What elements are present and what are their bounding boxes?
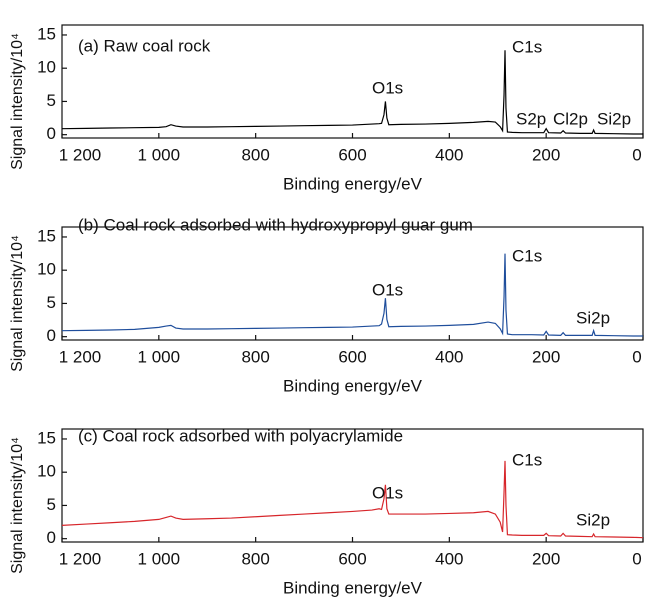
spectrum-line (61, 253, 643, 337)
peak-label: O1s (372, 280, 403, 299)
x-tick-label: 1 200 (59, 549, 102, 568)
x-tick-label: 200 (532, 145, 560, 164)
x-tick-label: 400 (435, 145, 463, 164)
y-tick-label: 15 (37, 24, 56, 43)
peak-label: O1s (372, 483, 403, 502)
y-tick-label: 0 (47, 528, 56, 547)
peak-label: Cl2p (553, 109, 588, 128)
x-tick-label: 600 (338, 549, 366, 568)
peak-label: S2p (516, 109, 546, 128)
x-tick-label: 800 (241, 145, 269, 164)
x-tick-label: 1 200 (59, 347, 102, 366)
spectrum-line (61, 460, 644, 539)
y-tick-label: 0 (47, 326, 56, 345)
y-tick-label: 5 (47, 91, 56, 110)
y-tick-label: 10 (37, 260, 56, 279)
y-tick-label: 15 (37, 226, 56, 245)
peak-label: Si2p (597, 109, 631, 128)
y-tick-label: 10 (37, 462, 56, 481)
x-tick-label: 400 (435, 549, 463, 568)
y-tick-label: 5 (47, 293, 56, 312)
x-tick-label: 200 (532, 347, 560, 366)
x-tick-label: 400 (435, 347, 463, 366)
peak-label: C1s (512, 246, 542, 265)
peak-label: O1s (372, 78, 403, 97)
x-tick-label: 800 (241, 549, 269, 568)
x-axis-label: Binding energy/eV (283, 376, 423, 395)
plot-frame (61, 226, 644, 341)
y-axis-label: Signal intensity/10⁴ (9, 235, 26, 372)
x-tick-label: 800 (241, 347, 269, 366)
x-tick-label: 1 000 (138, 145, 181, 164)
x-tick-label: 0 (632, 145, 641, 164)
panel-title: (b) Coal rock adsorbed with hydroxypropy… (78, 215, 473, 234)
y-tick-label: 5 (47, 495, 56, 514)
y-axis-label: Signal intensity/10⁴ (9, 437, 26, 574)
panel-title: (c) Coal rock adsorbed with polyacrylami… (78, 426, 403, 445)
x-tick-label: 600 (338, 145, 366, 164)
y-tick-label: 15 (37, 428, 56, 447)
y-tick-label: 10 (37, 58, 56, 77)
x-axis-label: Binding energy/eV (283, 578, 423, 597)
x-tick-label: 1 200 (59, 145, 102, 164)
x-tick-label: 0 (632, 347, 641, 366)
y-axis-label: Signal intensity/10⁴ (9, 33, 26, 170)
x-tick-label: 600 (338, 347, 366, 366)
x-tick-label: 1 000 (138, 549, 181, 568)
spectrum-line (61, 50, 643, 135)
x-tick-label: 1 000 (138, 347, 181, 366)
x-tick-label: 0 (632, 549, 641, 568)
x-axis-label: Binding energy/eV (283, 174, 423, 193)
peak-label: Si2p (576, 510, 610, 529)
panel-title: (a) Raw coal rock (78, 36, 211, 55)
x-tick-label: 200 (532, 549, 560, 568)
peak-label: C1s (512, 450, 542, 469)
peak-label: Si2p (576, 308, 610, 327)
y-tick-label: 0 (47, 124, 56, 143)
plot-frame (61, 428, 644, 543)
peak-label: C1s (512, 37, 542, 56)
